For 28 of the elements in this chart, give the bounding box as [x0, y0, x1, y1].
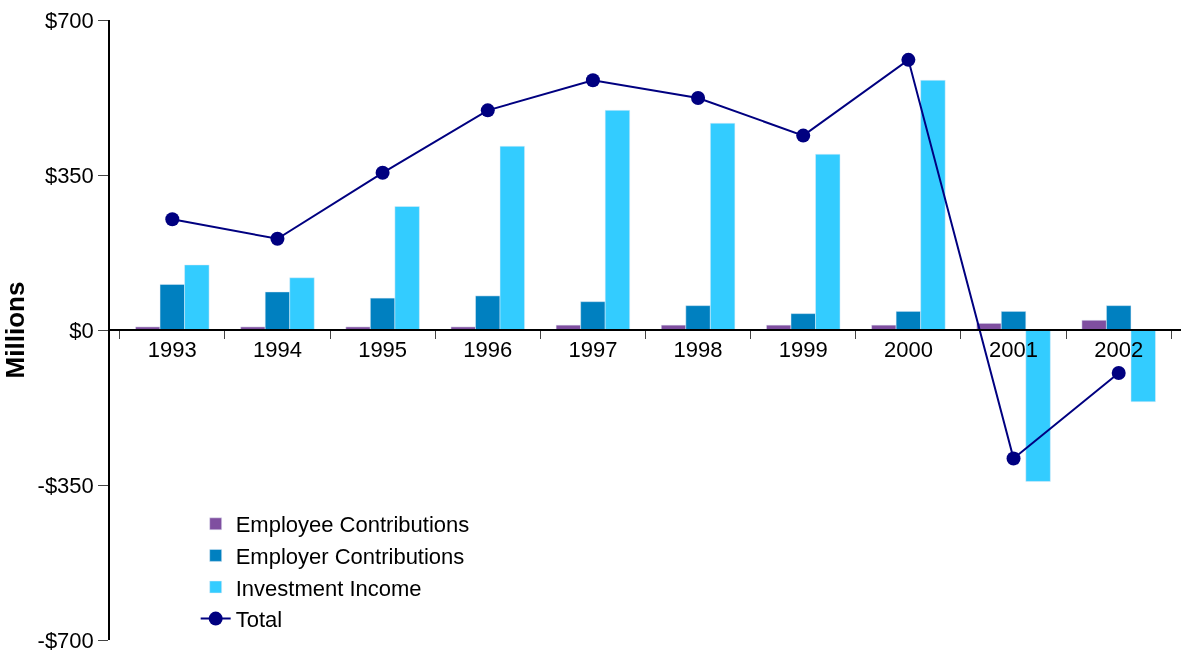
x-tick-label: 1993 [147, 337, 197, 363]
point [796, 128, 811, 143]
y-tick-label: $700 [44, 7, 94, 33]
x-tick-label: 1999 [778, 337, 828, 363]
point [1111, 365, 1126, 380]
y-tick-label: -$350 [37, 472, 94, 498]
point [375, 165, 390, 180]
x-tick-label: 1994 [252, 337, 302, 363]
x-tick-label: 1997 [568, 337, 618, 363]
legend-label: Total [235, 607, 283, 633]
x-tick-label: 1996 [463, 337, 513, 363]
point [165, 212, 180, 227]
y-tick-label: -$700 [37, 627, 94, 653]
point [901, 52, 916, 67]
legend-label: Employee Contributions [235, 512, 470, 538]
x-tick-label: 2000 [883, 337, 933, 363]
x-tick-label: 1995 [358, 337, 408, 363]
y-tick-label: $350 [44, 162, 94, 188]
legend-label: Investment Income [235, 575, 422, 601]
y-tick-label: $0 [69, 317, 94, 343]
point [270, 231, 285, 246]
point [1006, 451, 1021, 466]
point [480, 103, 495, 118]
legend-label: Employer Contributions [235, 543, 465, 569]
x-tick-label: 1998 [673, 337, 723, 363]
point [585, 73, 600, 88]
point [691, 90, 706, 105]
y-axis-title: Millions [0, 281, 30, 379]
